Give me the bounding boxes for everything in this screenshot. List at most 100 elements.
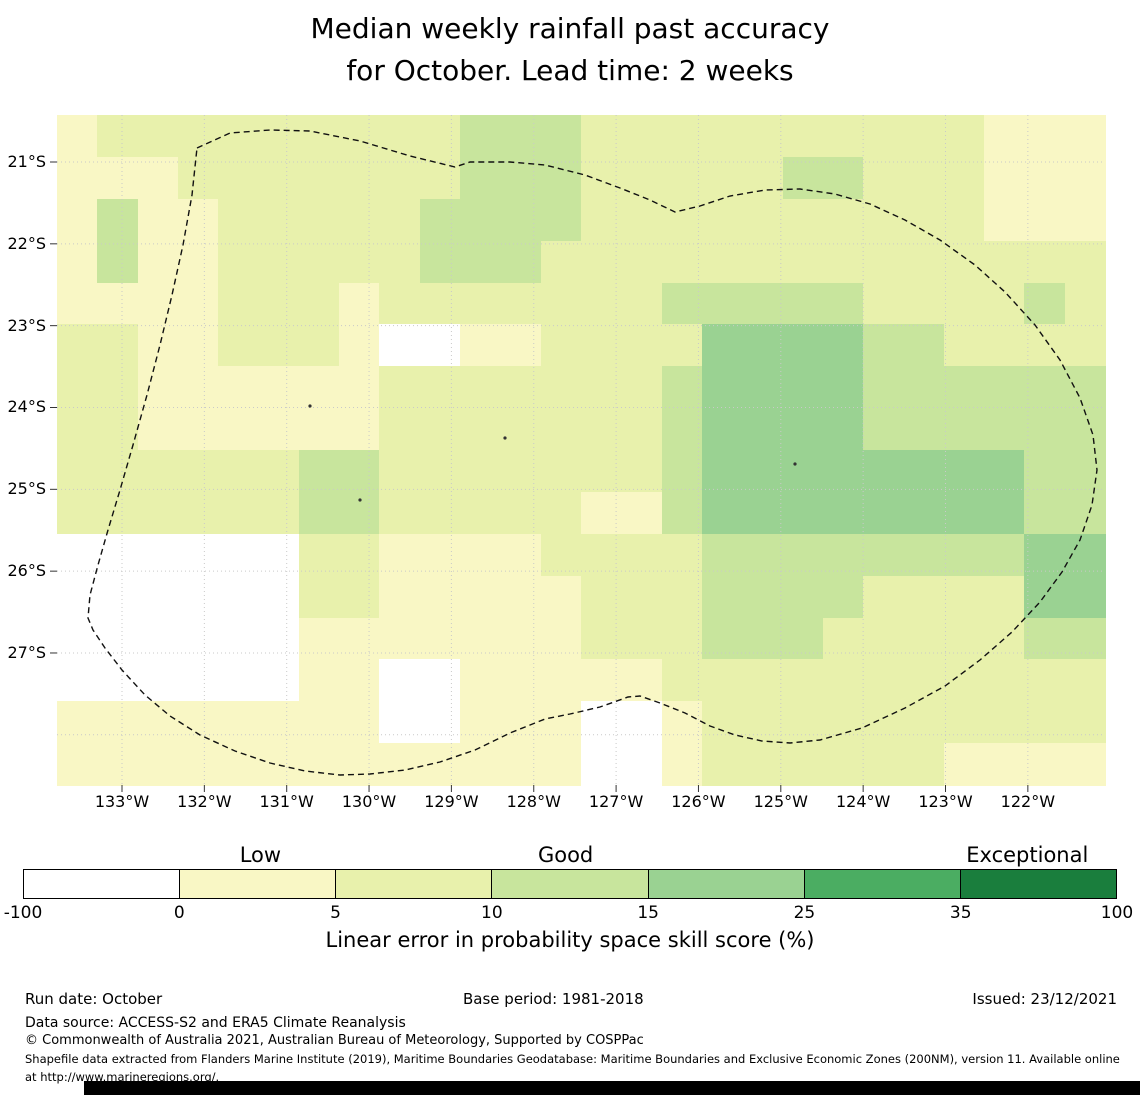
heatmap-cell	[137, 198, 219, 242]
heatmap-cell	[97, 240, 139, 284]
colorbar-region-label: Exceptional	[966, 843, 1089, 867]
heatmap-cell	[379, 659, 461, 702]
heatmap-cell	[379, 701, 461, 744]
contour-artifact-mark	[308, 404, 312, 408]
colorbar-tick-label: 35	[949, 903, 972, 923]
heatmap-cell	[1024, 491, 1106, 535]
heatmap-cell	[984, 115, 1106, 158]
colorbar-segment	[335, 870, 492, 898]
colorbar-segment	[959, 870, 1116, 898]
colorbar-segment	[803, 870, 960, 898]
x-axis-tick-label: 131°W	[259, 792, 314, 811]
heatmap-cell	[863, 408, 1106, 451]
heatmap-cell	[57, 324, 139, 367]
heatmap-cell	[177, 156, 461, 200]
contour-artifact-mark	[503, 436, 507, 440]
heatmap-cell	[701, 533, 1025, 577]
heatmap-cell	[57, 366, 139, 409]
x-axis-tick-label: 128°W	[506, 792, 561, 811]
heatmap-cell	[57, 659, 300, 702]
heatmap-cell	[540, 324, 703, 367]
heatmap-cell	[984, 156, 1106, 200]
colorbar-region-label: Good	[537, 843, 594, 867]
heatmap-cell	[701, 575, 864, 619]
heatmap-cell	[97, 115, 461, 158]
colorbar-segment	[491, 870, 648, 898]
heatmap-cell	[57, 408, 139, 451]
heatmap-cell	[661, 408, 703, 451]
shapefile-note: Shapefile data extracted from Flanders M…	[25, 1052, 1120, 1084]
heatmap-cell	[581, 743, 663, 786]
heatmap-cell	[581, 115, 985, 158]
colorbar-tick-label: 5	[330, 903, 341, 923]
colorbar-tick-label: 100	[1100, 903, 1134, 923]
y-axis-tick-label: 27°S	[7, 642, 46, 662]
y-axis-tick-label: 26°S	[7, 561, 46, 581]
heatmap-cell	[57, 743, 582, 786]
heatmap-cell	[1024, 533, 1106, 577]
x-axis-tick-label: 123°W	[918, 792, 973, 811]
heatmap-cell	[581, 491, 663, 535]
colorbar-tick-label: 15	[637, 903, 659, 923]
heatmap-cell	[782, 156, 864, 200]
x-axis-tick-label: 125°W	[753, 792, 808, 811]
map-overlay-svg	[50, 115, 1105, 792]
heatmap-cell	[1024, 282, 1066, 325]
heatmap-cell	[661, 491, 703, 535]
heatmap-cell	[339, 282, 381, 325]
heatmap-cell	[298, 533, 381, 577]
colorbar-region-label: Low	[239, 843, 282, 867]
heatmap-cell	[218, 324, 340, 367]
heatmap-cell	[218, 282, 340, 325]
eez-boundary-dashed-line	[87, 129, 1098, 776]
colorbar-axis-label: Linear error in probability space skill …	[325, 928, 815, 952]
heatmap-cell	[379, 324, 461, 367]
heatmap-cell	[57, 491, 300, 535]
heatmap-cell	[379, 408, 663, 451]
heatmap-cell	[57, 156, 179, 200]
y-axis-tick-label: 25°S	[7, 479, 46, 499]
heatmap-cell	[1024, 450, 1106, 493]
heatmap-cell	[863, 366, 1106, 409]
heatmap-cell	[137, 408, 381, 451]
heatmap-cell	[379, 366, 663, 409]
heatmap-cell	[460, 156, 582, 200]
x-axis-tick-label: 130°W	[341, 792, 397, 811]
heatmap-cell	[57, 701, 381, 744]
heatmap-cell	[379, 491, 582, 535]
x-axis-tick-label: 129°W	[424, 792, 479, 811]
heatmap-cell	[863, 324, 945, 367]
heatmap-cell	[661, 701, 703, 744]
heatmap-cell	[661, 366, 703, 409]
y-axis-tick-label: 24°S	[7, 397, 46, 417]
colorbar-segment	[647, 870, 804, 898]
heatmap-cell	[661, 450, 703, 493]
heatmap-cell	[298, 491, 381, 535]
heatmap-cell	[661, 282, 864, 325]
heatmap-cell	[460, 324, 542, 367]
heatmap-cell	[581, 198, 985, 242]
y-axis-tick-label: 21°S	[7, 152, 46, 171]
x-axis-tick-label: 126°W	[671, 792, 726, 811]
colorbar-tick-label: -100	[3, 903, 43, 923]
base-period-text: Base period: 1981-2018	[463, 990, 644, 1008]
heatmap-cell	[863, 156, 985, 200]
heatmap-cell	[419, 240, 542, 284]
heatmap-cell	[460, 659, 663, 702]
heatmap-cell	[540, 533, 703, 577]
contour-artifact-mark	[793, 462, 797, 466]
heatmap-cell	[57, 575, 300, 619]
colorbar-tick-label: 10	[481, 903, 503, 923]
heatmap-cell	[298, 450, 381, 493]
heatmap-cell	[339, 324, 381, 367]
heatmap-cell	[822, 617, 1025, 660]
heatmap-cell	[218, 198, 421, 242]
heatmap-cell	[419, 198, 582, 242]
heatmap-cell	[379, 450, 663, 493]
x-axis-tick-label: 124°W	[835, 792, 891, 811]
heatmap-cell	[581, 575, 703, 619]
heatmap-cell	[218, 240, 421, 284]
x-axis-tick-label: 122°W	[1000, 792, 1056, 811]
x-axis-tick-label: 132°W	[177, 792, 232, 811]
